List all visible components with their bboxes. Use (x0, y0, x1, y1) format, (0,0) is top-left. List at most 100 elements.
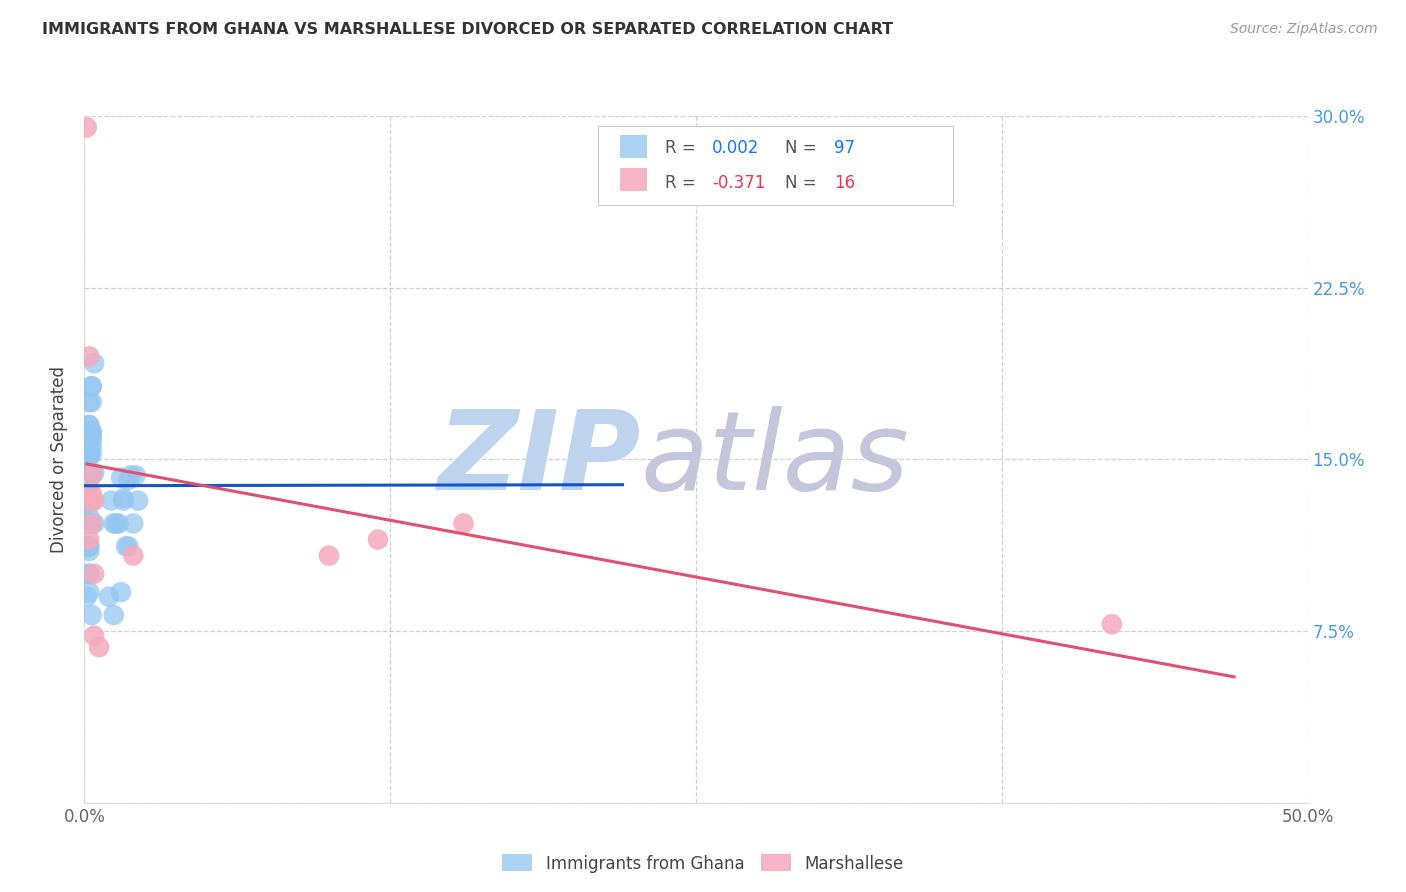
Point (83, 629, 105, 643)
Point (1101, 617, 1123, 632)
Point (77, 516, 100, 531)
Point (125, 468, 148, 483)
Point (76, 120, 98, 135)
Point (76, 516, 98, 531)
Point (77, 448, 100, 462)
Point (77, 491, 100, 506)
Point (80, 608, 103, 623)
Point (80, 491, 103, 506)
Point (127, 493, 149, 508)
Text: 0.002: 0.002 (711, 139, 759, 157)
FancyBboxPatch shape (598, 127, 953, 205)
Point (103, 608, 125, 623)
Point (80, 434, 103, 448)
Point (122, 549, 145, 563)
Point (77, 516, 100, 531)
Point (97, 590, 120, 604)
Point (117, 473, 139, 487)
Point (77, 466, 100, 480)
Text: N =: N = (786, 139, 823, 157)
Point (80, 379, 103, 393)
Point (76, 468, 98, 483)
Point (76, 466, 98, 480)
Point (76, 491, 98, 506)
Point (76, 491, 98, 506)
Point (83, 493, 105, 508)
Point (76, 540, 98, 554)
Point (76, 475, 98, 490)
Text: ZIP: ZIP (437, 406, 641, 513)
Point (83, 566, 105, 581)
Point (105, 516, 128, 531)
Point (77, 448, 100, 462)
Point (77, 448, 100, 462)
Point (76, 516, 98, 531)
Point (77, 473, 100, 487)
Point (76, 466, 98, 480)
Point (103, 516, 125, 531)
Point (77, 448, 100, 462)
Point (112, 493, 135, 508)
Legend: Immigrants from Ghana, Marshallese: Immigrants from Ghana, Marshallese (496, 847, 910, 880)
Point (76, 491, 98, 506)
Point (87, 640, 110, 654)
Point (318, 549, 340, 563)
Point (77, 516, 100, 531)
Point (77, 491, 100, 506)
Point (80, 441, 103, 455)
Point (77, 468, 100, 483)
Point (76, 516, 98, 531)
Point (83, 516, 105, 531)
Point (83, 356, 105, 370)
Text: 97: 97 (834, 139, 855, 157)
Point (122, 516, 145, 531)
Point (112, 491, 135, 506)
Point (77, 540, 100, 554)
Point (77, 448, 100, 462)
Point (76, 498, 98, 512)
Y-axis label: Divorced or Separated: Divorced or Separated (51, 366, 69, 553)
Point (367, 533, 389, 547)
Point (77, 544, 100, 558)
Point (76, 590, 98, 604)
Point (76, 540, 98, 554)
Point (80, 425, 103, 439)
Text: N =: N = (786, 174, 823, 192)
Point (80, 429, 103, 443)
Point (76, 516, 98, 531)
Point (77, 516, 100, 531)
FancyBboxPatch shape (620, 168, 647, 191)
Text: atlas: atlas (641, 406, 910, 513)
Point (110, 471, 132, 485)
Point (77, 491, 100, 506)
Point (76, 441, 98, 455)
Point (76, 466, 98, 480)
Point (76, 516, 98, 531)
Point (77, 466, 100, 480)
Point (80, 516, 103, 531)
Point (77, 417, 100, 433)
Point (80, 395, 103, 409)
Point (76, 491, 98, 506)
Point (76, 540, 98, 554)
Point (77, 585, 100, 599)
Point (77, 566, 100, 581)
Point (100, 493, 122, 508)
Point (76, 491, 98, 506)
Point (117, 540, 139, 554)
Point (83, 466, 105, 480)
Text: IMMIGRANTS FROM GHANA VS MARSHALLESE DIVORCED OR SEPARATED CORRELATION CHART: IMMIGRANTS FROM GHANA VS MARSHALLESE DIV… (42, 22, 893, 37)
Text: R =: R = (665, 139, 702, 157)
Point (76, 491, 98, 506)
FancyBboxPatch shape (620, 135, 647, 158)
Point (76, 448, 98, 462)
Point (80, 466, 103, 480)
Point (110, 585, 132, 599)
Point (77, 466, 100, 480)
Point (80, 493, 103, 508)
Text: -0.371: -0.371 (711, 174, 765, 192)
Point (80, 448, 103, 462)
Point (77, 350, 100, 364)
Point (76, 452, 98, 467)
Point (80, 425, 103, 439)
